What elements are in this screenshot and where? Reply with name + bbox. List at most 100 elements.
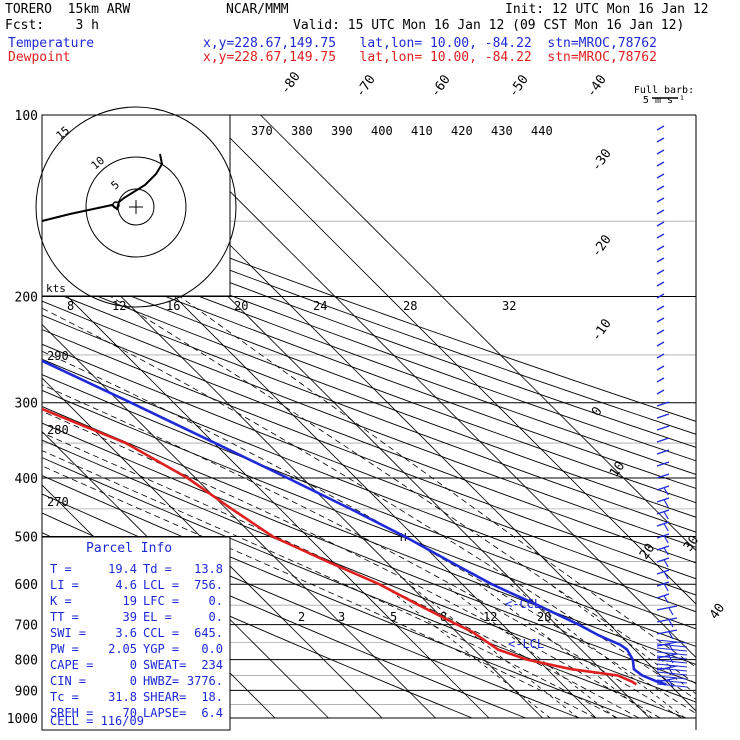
dry-adiabat	[42, 406, 696, 665]
parcel-row-label: LI =	[50, 578, 79, 592]
mixing-ratio-line	[408, 583, 579, 719]
parcel-info-panel: Parcel Info T = 19.4 Td = 13.8 LI = 4.6 LCL = 75…	[41, 536, 231, 731]
dry-adiabat	[42, 247, 696, 489]
wind-barb	[656, 647, 688, 652]
isotherm-label: 30	[681, 533, 702, 554]
parcel-panel-frame	[41, 536, 231, 731]
parcel-row-value: 3.6	[115, 626, 137, 640]
parcel-row-value: 70	[123, 706, 137, 720]
moist-adiabat	[42, 465, 597, 719]
wind-barb	[656, 461, 670, 467]
wind-barb	[656, 679, 688, 684]
mixing-ratio-label: 20	[537, 610, 551, 624]
parcel-row-label: TT =	[50, 610, 79, 624]
isotherm-label: -30	[589, 146, 615, 174]
parcel-row-value: 31.8	[108, 690, 137, 704]
wind-barb	[656, 293, 665, 299]
dry-adiabat	[42, 475, 633, 719]
pressure-tick-label: 600	[15, 578, 38, 593]
wind-barb	[656, 497, 670, 503]
skewt-grid	[41, 114, 697, 730]
isotherm-label: -70	[353, 72, 379, 100]
parcel-row-label: Td =	[143, 562, 172, 576]
dry-adiabat	[42, 260, 696, 504]
hodograph-unit: kts	[46, 282, 66, 295]
wind-barb-flag	[663, 499, 669, 508]
wind-barb	[656, 245, 665, 251]
model-name: TORERO 15km ARW	[5, 2, 131, 17]
parcel-row-label: LCL =	[143, 578, 179, 592]
wind-barb	[656, 425, 670, 431]
dry-adiabat	[42, 197, 696, 435]
parcel-row-label: Tc =	[50, 690, 79, 704]
isotherm	[206, 115, 696, 605]
wind-barb	[656, 341, 665, 347]
wind-barb	[656, 353, 665, 359]
wind-barb-flag	[663, 487, 669, 496]
parcel-row-label: SHEAR=	[143, 690, 186, 704]
wind-barb	[656, 365, 665, 371]
parcel-row-label: CIN =	[50, 674, 86, 688]
parcel-row-label: CCL =	[143, 626, 179, 640]
wind-barb	[656, 639, 688, 644]
wind-barb-flag	[663, 547, 669, 556]
organization: NCAR/MMM	[226, 2, 289, 17]
wind-barb	[656, 485, 670, 491]
wind-barb-flag	[663, 559, 669, 568]
pressure-tick-label: 300	[15, 397, 38, 412]
wind-barb-flag	[663, 511, 669, 520]
wind-barb	[656, 509, 670, 515]
wind-barb	[656, 593, 670, 599]
wind-barb	[656, 675, 688, 680]
upper-scale-label: 32	[502, 299, 516, 313]
wind-barb	[656, 449, 670, 455]
wind-barb	[656, 317, 665, 323]
moist-adiabat	[110, 296, 696, 685]
theta-e-label: 370	[251, 124, 273, 138]
wind-barb	[656, 663, 688, 668]
isotherm-label: -60	[428, 72, 454, 100]
isotherm	[260, 115, 696, 552]
wind-barb	[656, 329, 665, 335]
theta-e-label: 430	[491, 124, 513, 138]
parcel-row-label: PW =	[50, 642, 79, 656]
parcel-row-value: 645.	[194, 626, 223, 640]
pressure-tick-label: 900	[15, 684, 38, 699]
parcel-row-value: 6.4	[201, 706, 223, 720]
parcel-row-label: HWBZ=	[143, 674, 179, 688]
forecast-hour: Fcst: 3 h	[5, 18, 99, 33]
wind-barb	[656, 581, 670, 587]
parcel-row-value: 19.4	[108, 562, 137, 576]
theta-e-label: 380	[291, 124, 313, 138]
wind-barb	[656, 389, 665, 395]
theta-e-label: 410	[411, 124, 433, 138]
dry-adiabat	[42, 329, 696, 580]
hodograph-storm-motion	[112, 201, 120, 209]
dry-adiabat	[42, 209, 696, 448]
parcel-row-value: 0.	[209, 610, 223, 624]
wind-barb	[656, 281, 665, 287]
theta-label: 270	[47, 495, 69, 509]
wind-barb	[656, 233, 665, 239]
isotherm-label: 0	[589, 404, 606, 419]
wind-barb-flag	[663, 571, 669, 580]
pressure-tick-label: 800	[15, 654, 38, 669]
dry-adiabat	[42, 422, 696, 684]
dry-adiabat	[42, 374, 696, 630]
barb-legend-sub: 5 m s⁻¹	[643, 95, 685, 106]
wind-barb	[656, 125, 665, 131]
wind-barb-flag	[663, 595, 669, 604]
wind-barb	[656, 671, 688, 676]
wind-barb	[656, 641, 678, 647]
dry-adiabat	[42, 314, 696, 564]
isotherm-label: -40	[584, 72, 610, 100]
dewpoint-legend: Dewpoint	[8, 50, 71, 65]
hodograph-trace	[41, 153, 164, 222]
dewpoint-profile	[42, 407, 638, 686]
wind-barb	[656, 305, 665, 311]
isotherm-label: -80	[278, 69, 304, 97]
wind-barb	[656, 629, 678, 635]
isotherm	[42, 270, 490, 719]
